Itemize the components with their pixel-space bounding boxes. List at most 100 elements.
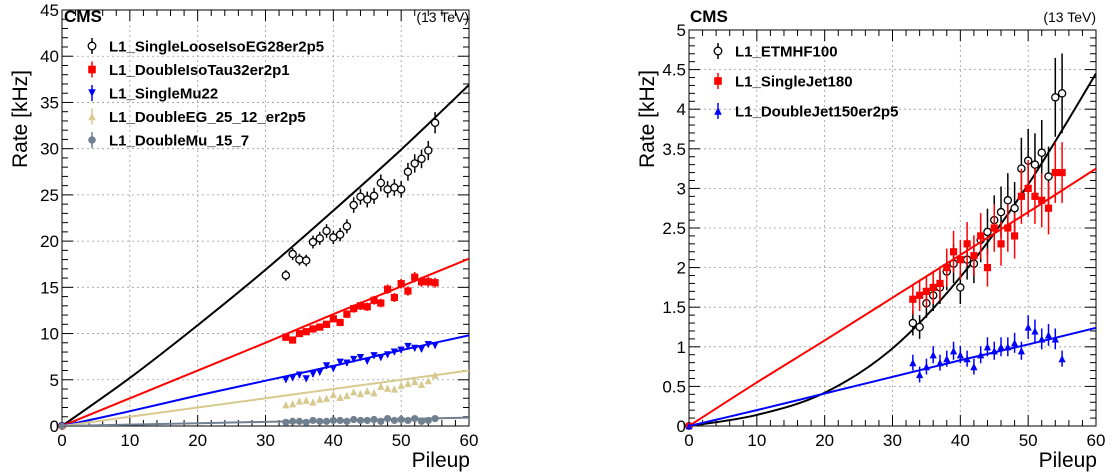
data-point [943, 264, 951, 272]
experiment-label: CMS [64, 7, 102, 26]
data-point [1004, 343, 1012, 351]
data-point [384, 384, 392, 392]
x-tick-label: 60 [460, 431, 479, 450]
data-point [316, 323, 324, 331]
y-tick-label: 0 [50, 417, 59, 436]
x-tick-label: 30 [256, 431, 275, 450]
data-point [1011, 339, 1019, 347]
series-L1_DoubleIsoTau32er2p1 [62, 257, 469, 426]
data-point [377, 353, 385, 362]
data-point [356, 192, 365, 201]
data-point [922, 287, 931, 295]
data-point [1051, 93, 1060, 102]
data-point [390, 348, 398, 356]
legend-entry: L1_ETMHF100 [713, 43, 838, 61]
y-tick-label: 1.5 [662, 298, 686, 317]
legend-label: L1_DoubleJet150er2p5 [735, 104, 898, 121]
series-L1_SingleJet180 [689, 142, 1096, 426]
x-tick-label: 0 [57, 431, 66, 450]
data-point [329, 315, 337, 323]
data-point [909, 359, 917, 367]
y-tick-label: 25 [40, 186, 59, 205]
data-point [1031, 327, 1039, 335]
y-axis-label: Rate [kHz] [9, 70, 32, 168]
data-point [282, 376, 290, 384]
data-point [1058, 355, 1066, 363]
y-tick-label: 1 [677, 338, 686, 357]
data-point [336, 393, 344, 401]
experiment-label: CMS [690, 7, 728, 26]
y-tick-label: 35 [40, 93, 59, 112]
data-point [970, 252, 978, 260]
data-point [397, 346, 405, 354]
fit-line [689, 73, 1096, 426]
legend-entry: L1_SingleLooseIsoEG28er2p5 [87, 38, 324, 56]
y-tick-label: 20 [40, 232, 59, 251]
data-point [1058, 168, 1066, 177]
data-point [302, 328, 310, 336]
data-point [1044, 172, 1053, 181]
data-point [350, 388, 358, 396]
data-point [336, 318, 344, 327]
data-point [322, 320, 331, 328]
y-axis-label: Rate [kHz] [636, 70, 659, 168]
data-point [384, 415, 392, 423]
data-point [370, 352, 378, 360]
y-tick-label: 5 [50, 371, 59, 390]
y-tick-label: 0.5 [662, 377, 686, 396]
series-L1_DoubleEG_25_12_er2p5 [62, 369, 469, 426]
y-tick-label: 40 [40, 47, 59, 66]
data-point [417, 278, 426, 286]
data-point [390, 385, 398, 393]
data-point [329, 390, 337, 399]
data-point [288, 249, 297, 259]
data-point [363, 416, 371, 425]
origin-point [58, 422, 66, 430]
data-point [295, 417, 304, 425]
data-point [909, 295, 917, 303]
legend-label: L1_DoubleEG_25_12_er2p5 [109, 109, 306, 126]
data-point [949, 347, 958, 355]
data-point [363, 387, 371, 395]
x-tick-label: 60 [1087, 431, 1106, 450]
data-point [309, 370, 317, 378]
data-point [983, 264, 992, 272]
data-point [410, 159, 419, 168]
data-point [1011, 232, 1019, 240]
data-point [383, 185, 392, 194]
data-point [390, 293, 398, 302]
data-point [384, 285, 392, 293]
data-point [1044, 331, 1053, 339]
data-point [417, 380, 426, 388]
data-point [417, 345, 426, 353]
data-point [411, 344, 419, 352]
data-point [1038, 335, 1046, 343]
data-point [403, 167, 413, 177]
y-tick-label: 4.5 [662, 61, 686, 80]
data-point [295, 329, 304, 338]
data-point [289, 417, 297, 425]
data-point [397, 415, 405, 424]
data-point [289, 374, 297, 382]
data-point [322, 417, 331, 425]
x-tick-label: 0 [684, 431, 693, 450]
legend-entry: L1_DoubleIsoTau32er2p1 [88, 61, 290, 79]
y-tick-label: 15 [40, 278, 59, 297]
x-axis-label: Pileup [1039, 449, 1097, 472]
data-point [1051, 168, 1059, 177]
data-point [289, 336, 297, 344]
data-point [390, 183, 399, 192]
data-point [343, 417, 351, 425]
data-point [404, 342, 412, 351]
data-point [329, 365, 337, 373]
data-point [301, 256, 311, 265]
data-point [343, 310, 351, 318]
data-point [916, 370, 924, 379]
data-point [404, 379, 412, 388]
legend-label: L1_DoubleMu_15_7 [109, 133, 249, 150]
data-point [322, 226, 331, 236]
data-point [417, 154, 426, 164]
energy-label: (13 TeV) [1043, 9, 1096, 25]
data-point [431, 371, 439, 379]
data-point [336, 416, 344, 425]
